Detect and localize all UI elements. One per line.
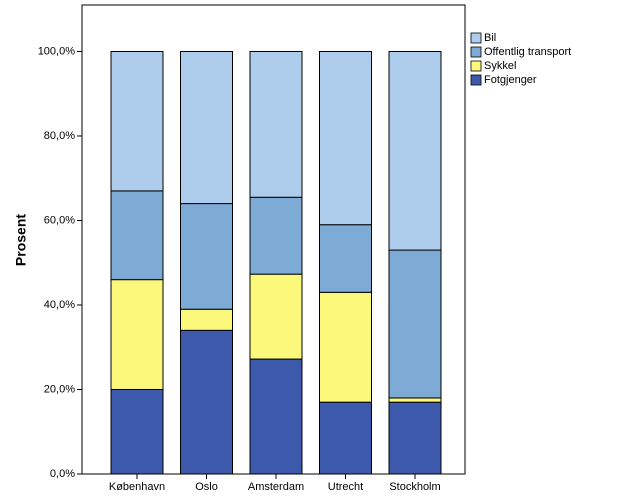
bar-segment	[319, 401, 372, 475]
bar-segment	[110, 190, 164, 281]
y-tick-label: 100,0%	[38, 45, 76, 57]
legend-swatch	[470, 32, 482, 44]
bar-segment	[388, 397, 442, 403]
y-tick-label: 40,0%	[44, 299, 75, 311]
bar-segment	[110, 279, 164, 390]
bar-segment	[180, 203, 233, 310]
legend-label: Fotgjenger	[484, 74, 537, 86]
bar-segment	[180, 308, 233, 331]
bar-segment	[249, 50, 303, 198]
bar-segment	[319, 291, 372, 403]
bar-segment	[388, 50, 442, 251]
bar-segment	[388, 401, 442, 475]
x-tick-label: Utrecht	[328, 481, 363, 493]
legend-swatch	[470, 60, 482, 72]
legend-label: Sykkel	[484, 60, 516, 72]
bar-segment	[388, 249, 442, 399]
x-tick-label: København	[109, 481, 165, 493]
y-tick-label: 60,0%	[44, 214, 75, 226]
x-tick-label: Stockholm	[389, 481, 440, 493]
bar-segment	[319, 224, 372, 293]
legend-swatch	[470, 46, 482, 58]
y-tick-label: 20,0%	[44, 383, 75, 395]
y-tick-label: 80,0%	[44, 130, 75, 142]
bar-segment	[249, 196, 303, 275]
bar-segment	[319, 50, 372, 226]
bar-segment	[110, 388, 164, 475]
bar-segment	[110, 50, 164, 192]
x-tick-label: Oslo	[195, 481, 218, 493]
bar-segment	[180, 329, 233, 475]
legend-label: Bil	[484, 32, 496, 44]
y-tick-label: 0,0%	[50, 468, 75, 480]
x-tick-label: Amsterdam	[248, 481, 304, 493]
y-axis-label: Prosent	[13, 214, 29, 266]
legend-label: Offentlig transport	[484, 46, 571, 58]
bar-segment	[249, 273, 303, 360]
bar-segment	[249, 358, 303, 475]
legend-swatch	[470, 74, 482, 86]
bar-segment	[180, 50, 233, 205]
